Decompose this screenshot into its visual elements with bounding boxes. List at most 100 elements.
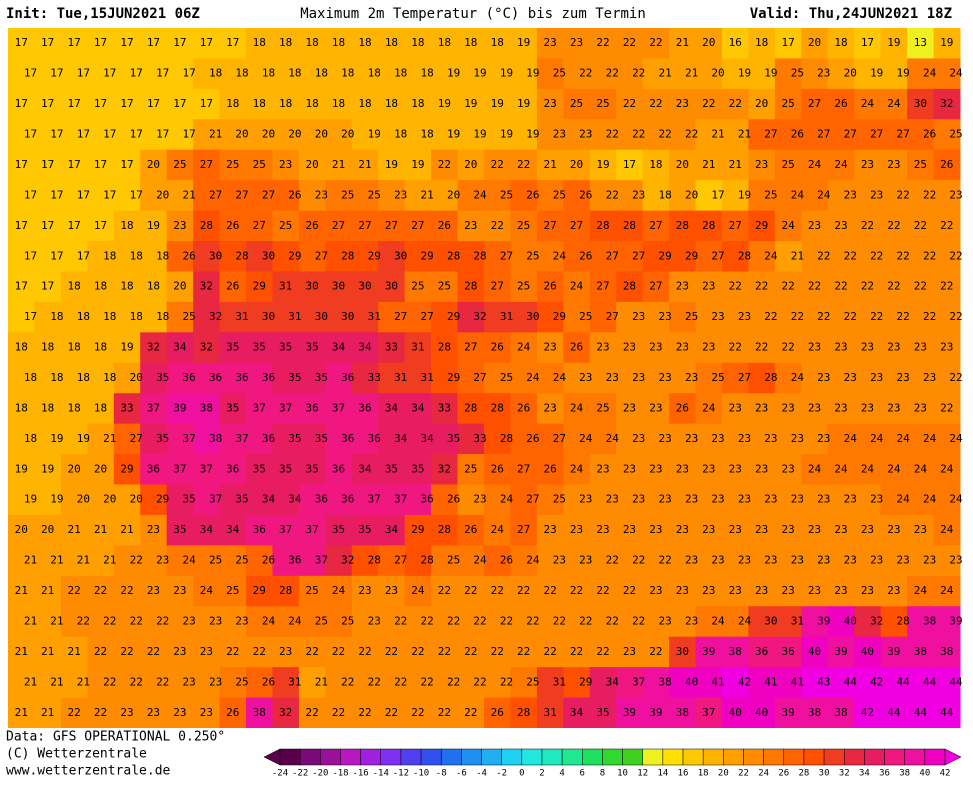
temperature-label: 23 [861,584,874,597]
temperature-cell [748,606,776,638]
temperature-cell [854,332,882,364]
temperature-cell [34,88,62,120]
temperature-cell [827,484,855,516]
temperature-cell [484,119,511,151]
temperature-cell [378,514,406,546]
temperature-cell [325,545,353,577]
temperature-cell [166,88,194,120]
temperature-cell [774,301,802,333]
temperature-cell [457,545,485,577]
temperature-label: 20 [341,128,354,141]
temperature-cell [457,606,485,638]
temperature-label: 23 [870,371,883,384]
temperature-label: 17 [94,97,107,110]
temperature-label: 36 [341,493,354,506]
temperature-cell [87,636,115,668]
temperature-cell [378,362,406,394]
temperature-cell [669,301,697,333]
temperature-cell [669,393,697,425]
temperature-cell [34,332,62,364]
temperature-label: 23 [676,97,689,110]
temperature-cell [563,180,591,212]
temperature-label: 24 [200,584,214,597]
temperature-cell [854,514,882,546]
temperature-cell [246,88,273,120]
temperature-label: 31 [411,341,424,354]
temperature-label: 28 [235,249,248,262]
temperature-label: 22 [491,584,504,597]
temperature-cell [510,697,538,729]
temperature-cell [34,484,62,516]
temperature-cell [536,210,564,242]
temperature-label: 36 [755,645,768,658]
temperature-cell [933,514,961,546]
temperature-label: 22 [517,645,530,658]
temperature-cell [616,362,644,394]
temperature-cell [722,180,749,212]
colorbar-label: -2 [496,769,507,779]
colorbar-box [622,748,643,766]
temperature-label: 23 [870,554,883,567]
temperature-cell [589,423,617,455]
temperature-label: 21 [77,675,90,688]
temperature-label: 35 [235,493,248,506]
temperature-label: 19 [50,493,63,506]
temperature-cell [113,636,141,668]
temperature-label: 23 [834,341,847,354]
temperature-label: 36 [288,554,301,567]
temperature-cell [431,636,459,668]
temperature-cell [854,362,882,394]
temperature-label: 20 [702,36,715,49]
temperature-cell [827,28,855,59]
temperature-cell [722,210,749,242]
temperature-label: 33 [438,401,451,414]
temperature-cell [113,271,141,303]
temperature-cell [642,393,670,425]
temperature-label: 17 [15,158,28,171]
temperature-label: 38 [914,645,927,658]
temperature-cell [404,697,432,729]
temperature-label: 18 [358,97,371,110]
temperature-label: 22 [914,219,927,232]
temperature-label: 23 [235,614,248,627]
temperature-label: 25 [526,675,539,688]
temperature-label: 18 [50,310,63,323]
temperature-cell [642,58,670,90]
temperature-label: 22 [447,675,460,688]
temperature-cell [801,149,829,181]
colorbar-box [541,748,563,766]
temperature-label: 27 [130,432,143,445]
temperature-cell [140,241,168,272]
temperature-label: 25 [781,97,794,110]
temperature-label: 19 [526,67,539,80]
temperature-label: 22 [358,645,371,658]
temperature-cell [907,210,935,242]
temperature-cell [748,241,776,272]
temperature-label: 18 [834,36,847,49]
temperature-label: 24 [517,341,531,354]
temperature-label: 22 [464,645,477,658]
temperature-cell [880,271,908,303]
temperature-label: 19 [438,97,451,110]
temperature-label: 35 [279,341,292,354]
temperature-cell [246,28,273,59]
temperature-label: 22 [596,36,609,49]
temperature-cell [589,332,617,364]
temperature-label: 18 [156,310,169,323]
temperature-cell [457,58,485,90]
temperature-label: 22 [421,614,434,627]
temperature-cell [272,119,300,151]
temperature-label: 27 [711,249,724,262]
temperature-cell [457,636,485,668]
temperature-label: 34 [173,341,187,354]
temperature-cell [854,149,882,181]
temperature-label: 23 [844,554,857,567]
temperature-cell [351,241,379,272]
temperature-cell [510,545,538,577]
temperature-cell [854,697,882,729]
temperature-label: 33 [120,401,133,414]
temperature-cell [484,149,511,181]
temperature-label: 22 [447,614,460,627]
temperature-cell [193,88,221,120]
temperature-label: 26 [262,554,275,567]
